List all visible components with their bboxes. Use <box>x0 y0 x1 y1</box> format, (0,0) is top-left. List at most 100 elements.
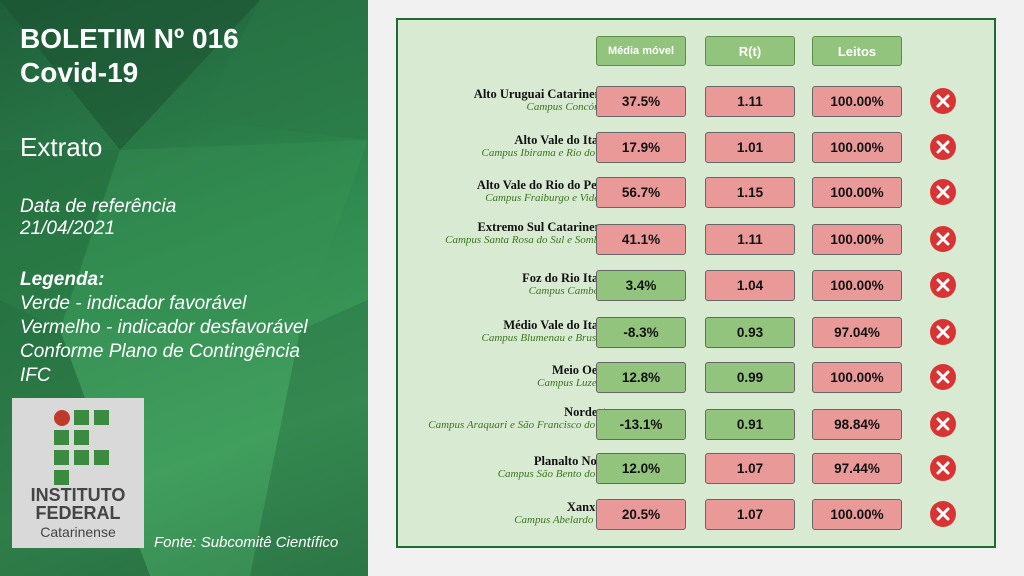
rt-cell: 1.07 <box>705 453 795 484</box>
legend-title: Legenda: <box>20 269 105 290</box>
table-row: Médio Vale do Itajaí Campus Blumenau e Br… <box>398 315 994 351</box>
leitos-cell: 100.00% <box>812 270 902 301</box>
leitos-cell: 97.04% <box>812 317 902 348</box>
logo-square <box>54 450 69 465</box>
x-circle-icon <box>930 272 956 298</box>
campus-name: Campus São Bento do Sul <box>497 468 612 480</box>
logo-square <box>74 430 89 445</box>
reference-label: Data de referência <box>20 196 177 217</box>
media-movel-cell: 3.4% <box>596 270 686 301</box>
ifc-logo: INSTITUTO FEDERAL Catarinense <box>12 398 144 548</box>
media-movel-cell: 37.5% <box>596 86 686 117</box>
campus-name: Campus Fraiburgo e Videira <box>485 192 612 204</box>
region-name: Foz do Rio Itajaí <box>522 271 612 285</box>
region-name: Alto Vale do Rio do Peixe <box>476 178 612 192</box>
reference-date-block: Data de referência 21/04/2021 <box>20 196 176 240</box>
header-leitos: Leitos <box>812 36 902 66</box>
campus-name: Campus Araquari e São Francisco do Sul <box>428 419 612 431</box>
campus-name: Campus Blumenau e Brusque <box>481 332 612 344</box>
region-name: Planalto Norte <box>533 454 612 468</box>
rt-cell: 1.11 <box>705 224 795 255</box>
leitos-cell: 100.00% <box>812 499 902 530</box>
logo-red-dot <box>54 410 70 426</box>
leitos-cell: 100.00% <box>812 362 902 393</box>
table-row: Alto Uruguai Catarinense Campus Concórdia… <box>398 84 994 120</box>
region-label: Alto Vale do Itajaí Campus Ibirama e Rio … <box>406 133 612 160</box>
region-label: Médio Vale do Itajaí Campus Blumenau e Br… <box>406 318 612 345</box>
logo-subtext: Catarinense <box>40 524 116 540</box>
region-name: Alto Vale do Itajaí <box>514 133 612 147</box>
leitos-cell: 100.00% <box>812 224 902 255</box>
region-name: Xanxerê <box>566 500 612 514</box>
rt-cell: 0.91 <box>705 409 795 440</box>
region-name: Meio Oeste <box>551 363 612 377</box>
campus-name: Campus Camboriú <box>528 285 612 297</box>
leitos-cell: 98.84% <box>812 409 902 440</box>
x-circle-icon <box>930 134 956 160</box>
region-name: Nordeste <box>564 405 612 419</box>
media-movel-cell: 20.5% <box>596 499 686 530</box>
x-circle-icon <box>930 226 956 252</box>
region-name: Extremo Sul Catarinense <box>477 220 613 234</box>
table-row: Alto Vale do Rio do Peixe Campus Fraiburg… <box>398 175 994 211</box>
media-movel-cell: -8.3% <box>596 317 686 348</box>
reference-date: 21/04/2021 <box>20 218 116 239</box>
table-row: Foz do Rio Itajaí Campus Camboriú 3.4% 1.04… <box>398 268 994 304</box>
region-label: Alto Uruguai Catarinense Campus Concórdia <box>406 87 612 114</box>
legend: Legenda: Verde - indicador favorável Ver… <box>20 268 308 388</box>
region-label: Nordeste Campus Araquari e São Francisco … <box>406 405 612 432</box>
region-label: Planalto Norte Campus São Bento do Sul <box>406 454 612 481</box>
logo-text: INSTITUTO FEDERAL <box>30 485 126 523</box>
campus-name: Campus Santa Rosa do Sul e Sombrio <box>445 234 612 246</box>
rt-cell: 0.99 <box>705 362 795 393</box>
table-row: Alto Vale do Itajaí Campus Ibirama e Rio … <box>398 130 994 166</box>
indicator-table: Média móvel R(t) Leitos Alto Uruguai Cat… <box>396 18 996 548</box>
logo-square <box>94 410 109 425</box>
media-movel-cell: 17.9% <box>596 132 686 163</box>
rt-cell: 1.07 <box>705 499 795 530</box>
media-movel-cell: 12.8% <box>596 362 686 393</box>
rt-cell: 0.93 <box>705 317 795 348</box>
legend-line: Vermelho - indicador desfavorável <box>20 317 308 338</box>
media-movel-cell: 41.1% <box>596 224 686 255</box>
media-movel-cell: 12.0% <box>596 453 686 484</box>
table-row: Nordeste Campus Araquari e São Francisco … <box>398 405 994 443</box>
logo-square <box>54 430 69 445</box>
header-rt: R(t) <box>705 36 795 66</box>
rt-cell: 1.15 <box>705 177 795 208</box>
campus-name: Campus Luzerna <box>537 377 612 389</box>
region-name: Médio Vale do Itajaí <box>503 318 612 332</box>
region-label: Xanxerê Campus Abelardo Luz <box>406 500 612 527</box>
campus-name: Campus Concórdia <box>526 101 612 113</box>
region-label: Meio Oeste Campus Luzerna <box>406 363 612 390</box>
table-row: Extremo Sul Catarinense Campus Santa Rosa… <box>398 220 994 258</box>
x-circle-icon <box>930 179 956 205</box>
logo-square <box>74 450 89 465</box>
region-label: Extremo Sul Catarinense Campus Santa Rosa… <box>406 220 612 247</box>
media-movel-cell: -13.1% <box>596 409 686 440</box>
logo-square <box>94 450 109 465</box>
region-label: Alto Vale do Rio do Peixe Campus Fraiburg… <box>406 178 612 205</box>
x-circle-icon <box>930 88 956 114</box>
campus-name: Campus Ibirama e Rio do Sul <box>481 147 612 159</box>
rt-cell: 1.04 <box>705 270 795 301</box>
slide-sidebar: BOLETIM Nº 016 Covid-19 Extrato Data de … <box>0 0 368 576</box>
header-media-movel: Média móvel <box>596 36 686 66</box>
region-label: Foz do Rio Itajaí Campus Camboriú <box>406 271 612 298</box>
source-note: Fonte: Subcomitê Científico <box>154 534 339 551</box>
x-circle-icon <box>930 319 956 345</box>
table-row: Meio Oeste Campus Luzerna 12.8% 0.99 100.00% <box>398 360 994 396</box>
legend-line: Verde - indicador favorável <box>20 293 247 314</box>
x-circle-icon <box>930 364 956 390</box>
region-name: Alto Uruguai Catarinense <box>473 87 612 101</box>
leitos-cell: 100.00% <box>812 177 902 208</box>
rt-cell: 1.01 <box>705 132 795 163</box>
section-label: Extrato <box>20 132 103 162</box>
x-circle-icon <box>930 501 956 527</box>
leitos-cell: 97.44% <box>812 453 902 484</box>
leitos-cell: 100.00% <box>812 86 902 117</box>
leitos-cell: 100.00% <box>812 132 902 163</box>
media-movel-cell: 56.7% <box>596 177 686 208</box>
bulletin-title: BOLETIM Nº 016 Covid-19 <box>20 23 239 88</box>
legend-line: IFC <box>20 365 51 386</box>
